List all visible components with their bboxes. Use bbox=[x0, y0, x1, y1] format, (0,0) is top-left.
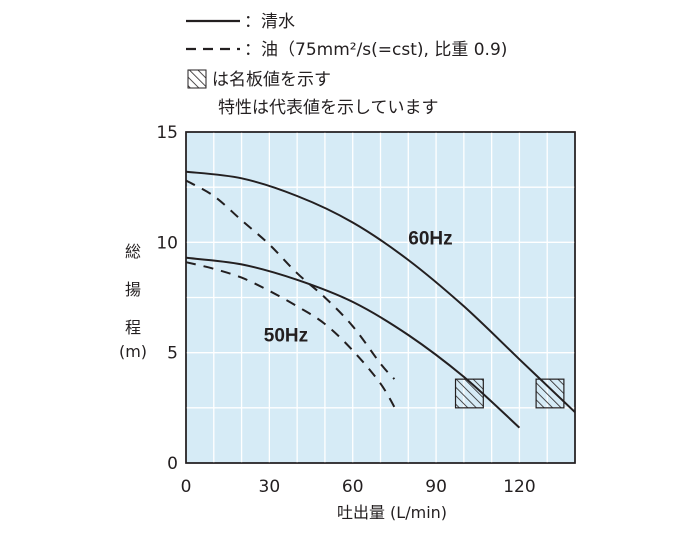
plot-frame bbox=[185, 131, 576, 464]
y-axis-title-char-2: 揚 bbox=[125, 280, 141, 299]
rated-points bbox=[454, 378, 565, 409]
x-tick-label: 60 bbox=[342, 477, 364, 497]
gridlines bbox=[186, 132, 575, 463]
y-axis-title-char-4: (m) bbox=[119, 342, 147, 361]
legend-water-label: ：清水 bbox=[244, 12, 295, 32]
curve-labels: 60Hz 50Hz bbox=[264, 229, 453, 347]
x-tick-label: 0 bbox=[181, 477, 192, 497]
y-tick-label: 5 bbox=[167, 344, 178, 364]
x-axis-title: 吐出量 (L/min) bbox=[337, 503, 447, 522]
rated-point-hatch bbox=[535, 378, 565, 409]
x-tick-label: 90 bbox=[425, 477, 447, 497]
legend: ：清水 ：油（75mm²/s(=cst), 比重 0.9) は名板値を示す 特性… bbox=[186, 12, 507, 118]
y-tick-label: 0 bbox=[167, 454, 178, 474]
y-axis-title: 総 揚 程 (m) bbox=[119, 242, 147, 361]
y-axis-title-char-3: 程 bbox=[125, 318, 141, 337]
legend-plate-label: は名板値を示す bbox=[212, 70, 331, 90]
curve-50hz-water bbox=[185, 256, 521, 429]
y-axis-ticks: 0 5 10 15 bbox=[156, 123, 178, 474]
x-tick-label: 120 bbox=[503, 477, 535, 497]
curve-50hz-oil bbox=[185, 261, 399, 413]
rated-point-hatch bbox=[454, 378, 484, 409]
legend-note: 特性は代表値を示しています bbox=[218, 98, 439, 118]
curve-60hz-oil bbox=[185, 179, 396, 380]
legend-oil-label: ：油（75mm²/s(=cst), 比重 0.9) bbox=[244, 40, 507, 60]
y-tick-label: 15 bbox=[156, 123, 178, 143]
y-tick-label: 10 bbox=[156, 233, 178, 253]
x-tick-label: 30 bbox=[259, 477, 281, 497]
legend-hatch-icon bbox=[187, 69, 207, 89]
x-axis-ticks: 0 30 60 90 120 bbox=[181, 477, 536, 497]
curve-label: 50Hz bbox=[264, 326, 308, 347]
curve-60hz-water bbox=[185, 170, 576, 413]
series-layer bbox=[185, 170, 576, 429]
plot-area: 60Hz 50Hz bbox=[185, 131, 576, 464]
curve-label: 60Hz bbox=[408, 229, 452, 250]
y-axis-title-char-1: 総 bbox=[125, 242, 141, 261]
